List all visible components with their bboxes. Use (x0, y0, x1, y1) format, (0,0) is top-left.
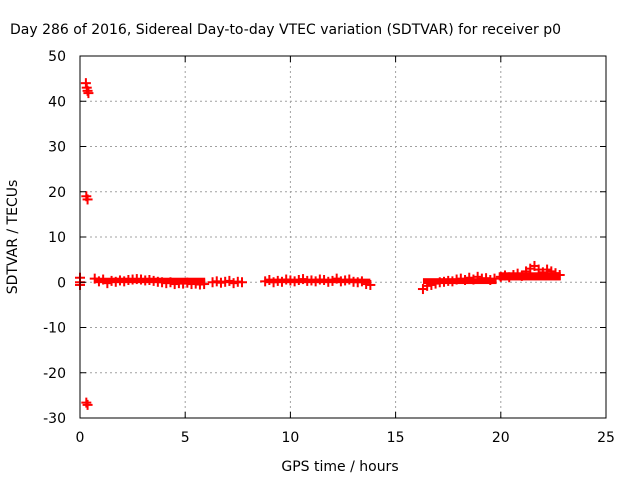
y-tick-label: 30 (48, 140, 66, 156)
data-point (82, 194, 93, 205)
plot-frame (79, 55, 607, 419)
y-axis-label: SDTVAR / TECUs (5, 180, 21, 295)
data-point (489, 273, 500, 284)
grid-lines (80, 56, 606, 418)
data-point (199, 279, 210, 290)
data-band (422, 278, 497, 285)
y-tick-label: 40 (48, 94, 66, 110)
data-points (75, 78, 565, 410)
x-tick-label: 0 (76, 430, 85, 446)
data-point (365, 279, 376, 290)
x-tick-label: 10 (281, 430, 299, 446)
data-point (237, 277, 248, 288)
axis-ticks: 0 5 10 15 20 25 -30 -20 -10 0 10 20 30 40 50 (43, 49, 615, 446)
x-tick-label: 15 (387, 430, 405, 446)
y-tick-label: 10 (48, 230, 66, 246)
y-tick-label: 50 (48, 49, 66, 65)
y-tick-label: -30 (43, 411, 66, 427)
y-tick-label: -20 (43, 366, 66, 382)
data-band (498, 272, 561, 281)
x-tick-label: 20 (492, 430, 510, 446)
x-tick-label: 25 (597, 430, 615, 446)
data-point (81, 397, 92, 408)
x-tick-label: 5 (181, 430, 190, 446)
y-tick-label: 20 (48, 185, 66, 201)
data-point (82, 399, 93, 410)
y-tick-label: 0 (57, 275, 66, 291)
chart-title: Day 286 of 2016, Sidereal Day-to-day VTE… (10, 22, 561, 38)
y-tick-label: -10 (43, 321, 66, 337)
data-point (554, 270, 565, 281)
x-axis-label: GPS time / hours (281, 459, 398, 475)
data-point (83, 88, 94, 99)
